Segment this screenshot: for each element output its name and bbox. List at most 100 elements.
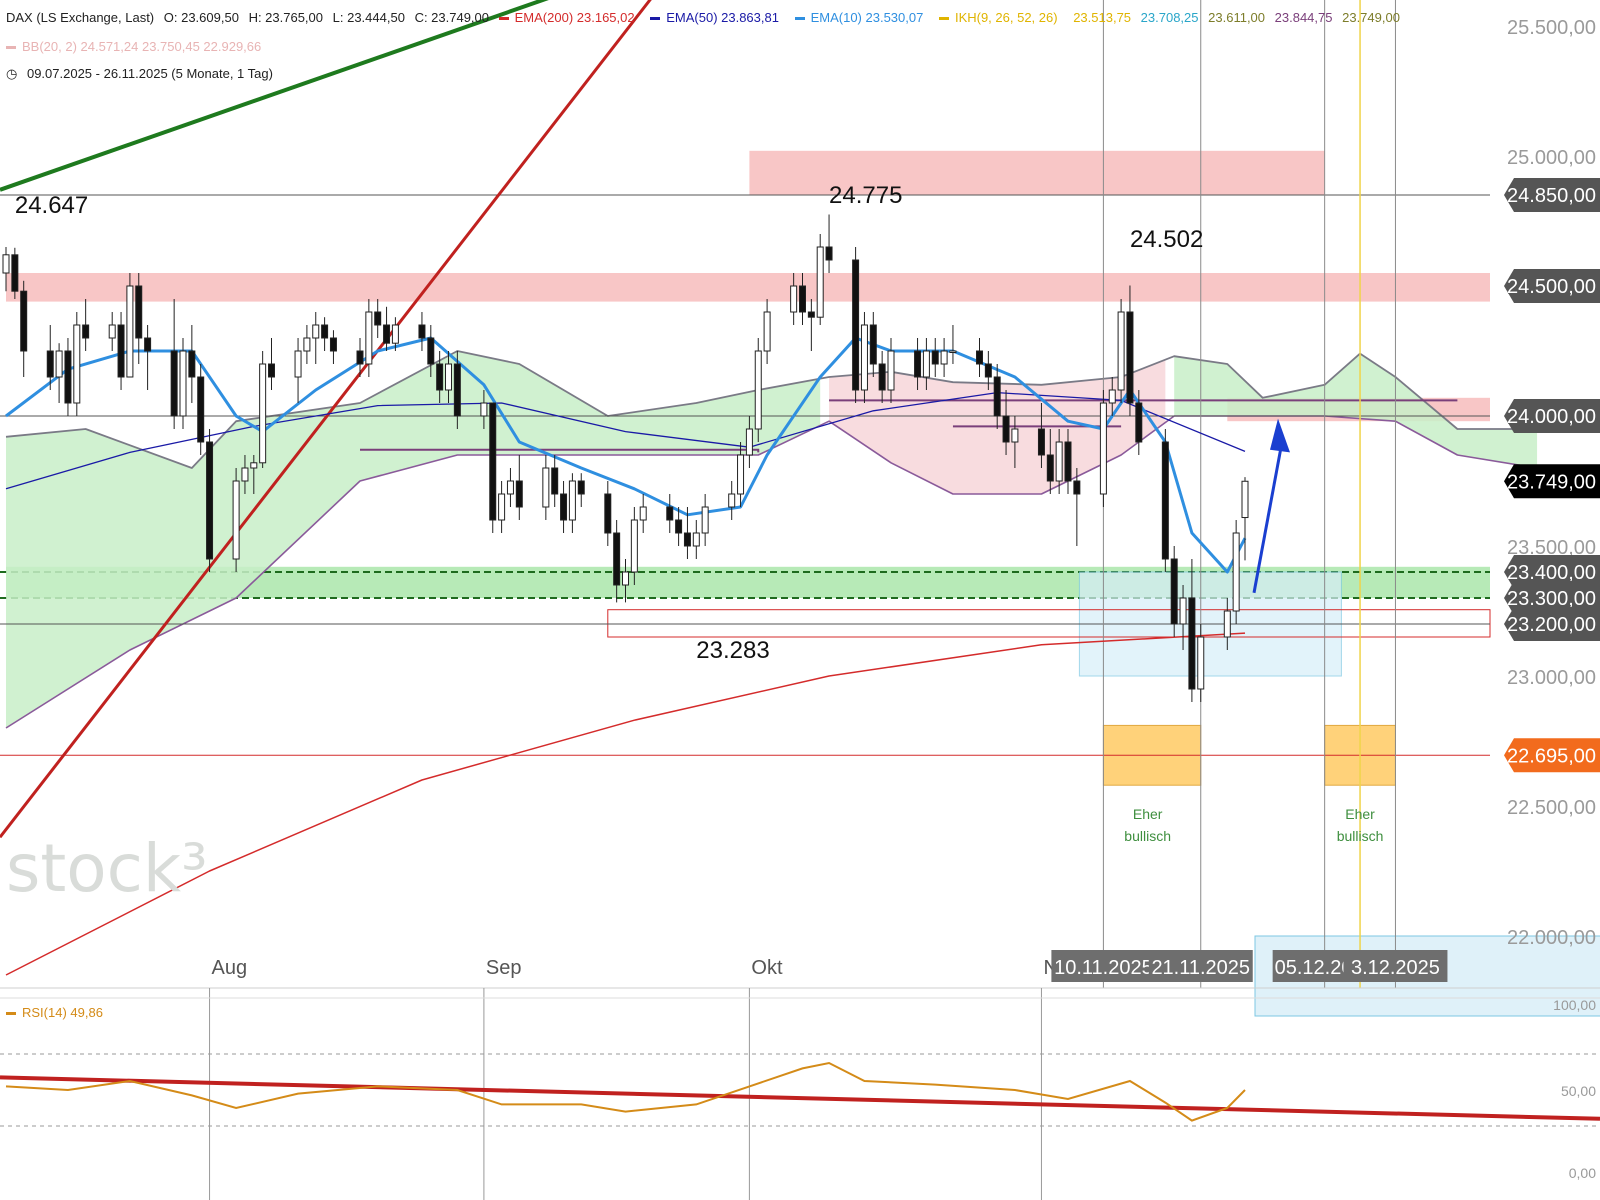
candle-body-down (931, 350, 939, 365)
price-tag-label: 24.850,00 (1507, 185, 1596, 207)
candle-body-down (453, 363, 461, 417)
candle (1126, 285, 1134, 416)
candle (303, 325, 311, 364)
candle-body-down (799, 285, 806, 313)
candle-body-down (144, 337, 152, 352)
candle-body-down (852, 259, 860, 391)
price-tag: 24.000,00 (1504, 399, 1600, 433)
candle-body-down (1135, 402, 1143, 443)
rsi-tick-label: 50,00 (1561, 1083, 1596, 1099)
candle-body-up (1197, 636, 1205, 690)
price-tag-label: 23.200,00 (1507, 614, 1596, 636)
candle-body-down (807, 311, 815, 318)
candle-body-down (197, 376, 205, 443)
candle-body-down (1046, 454, 1054, 482)
candle (825, 214, 833, 273)
indicator-lines-layer (5, 336, 1247, 976)
candle-body-up (922, 350, 930, 378)
ikh-legend-text: IKH(9, 26, 52, 26) (954, 10, 1058, 25)
candle (73, 312, 81, 416)
candle-body-down (869, 324, 877, 365)
candle-body-down (1188, 597, 1196, 690)
close-value: C: 23.749,00 (414, 10, 490, 25)
candle-body-up (506, 480, 514, 495)
ema200-legend: EMA(200) 23.165,02 (498, 10, 641, 25)
candle (984, 351, 992, 390)
candle-body-up (542, 467, 550, 508)
candle-body-up (250, 462, 258, 469)
candle (949, 325, 957, 364)
candle (188, 325, 196, 403)
price-tag-label: 23.400,00 (1507, 562, 1596, 584)
price-tag: 24.850,00 (1504, 178, 1600, 212)
ema200-line (5, 632, 1246, 976)
ema50-legend-text: EMA(50) 23.863,81 (666, 10, 779, 25)
candle-body-down (170, 350, 178, 417)
candle-body-up (232, 480, 240, 560)
price-tag: 23.400,00 (1504, 555, 1600, 589)
candle-body-up (108, 324, 116, 339)
candle (436, 351, 444, 403)
candle-body-up (445, 363, 452, 391)
candle (356, 338, 364, 377)
uptrend-line-green (0, 0, 549, 192)
ikh-value-1: 23.513,75 (1073, 10, 1132, 25)
candle (869, 312, 877, 377)
candle (816, 234, 824, 325)
candle (135, 273, 143, 364)
candle-body-down (675, 519, 683, 534)
candle-body-up (887, 350, 895, 391)
cycle-note: Eher (1133, 806, 1163, 822)
candle (250, 455, 258, 494)
candle-body-down (1161, 441, 1169, 560)
candle (745, 416, 753, 468)
date-marker: 21.11.2025 (1148, 950, 1253, 982)
ema10-legend: EMA(10) 23.530,07 (794, 10, 930, 25)
date-marker-label: 21.11.2025 (1151, 957, 1250, 979)
candle (560, 481, 568, 533)
candle (108, 312, 116, 351)
candle (1241, 477, 1249, 561)
candle-body-down (268, 363, 275, 378)
candle (1223, 598, 1231, 650)
month-label: Sep (486, 957, 522, 979)
ikh-value-3: 23.611,00 (1208, 10, 1266, 25)
candle-body-up (860, 324, 868, 391)
date-marker-bg (1051, 950, 1156, 982)
candle (728, 481, 736, 520)
peak-label: 24.775 (829, 182, 902, 209)
candle (329, 330, 337, 364)
candle-body-up (701, 506, 709, 534)
candle (82, 299, 90, 351)
candle (807, 299, 815, 351)
candle (126, 273, 134, 378)
candle (515, 455, 523, 520)
candle (506, 468, 514, 507)
candle-body-up (816, 246, 824, 318)
candle-body-down (436, 363, 444, 391)
candle-body-down (984, 363, 992, 378)
candle (604, 481, 612, 546)
candle-body-down (993, 376, 1001, 417)
candle (852, 247, 860, 403)
y-tick-label: 23.000,00 (1507, 667, 1596, 689)
candle-body-down (666, 506, 674, 521)
high-value: H: 23.765,00 (248, 10, 324, 25)
forecast-arrow-head (1270, 418, 1290, 453)
date-marker-label: 3.12.2025 (1351, 957, 1440, 979)
candle-body-up (737, 454, 745, 495)
candle (391, 317, 399, 351)
candle-body-up (241, 467, 249, 482)
price-tag-label: 24.000,00 (1507, 406, 1596, 428)
candle (374, 299, 382, 338)
date-marker: 3.12.2025 (1343, 950, 1448, 982)
candle (630, 507, 638, 585)
candle (498, 481, 506, 533)
candle (542, 455, 550, 520)
open-value: O: 23.609,50 (163, 10, 239, 25)
candle (1064, 429, 1072, 494)
ema10-legend-text: EMA(10) 23.530,07 (810, 10, 924, 25)
ema10-line (5, 336, 1247, 574)
candle-body-up (754, 350, 762, 430)
